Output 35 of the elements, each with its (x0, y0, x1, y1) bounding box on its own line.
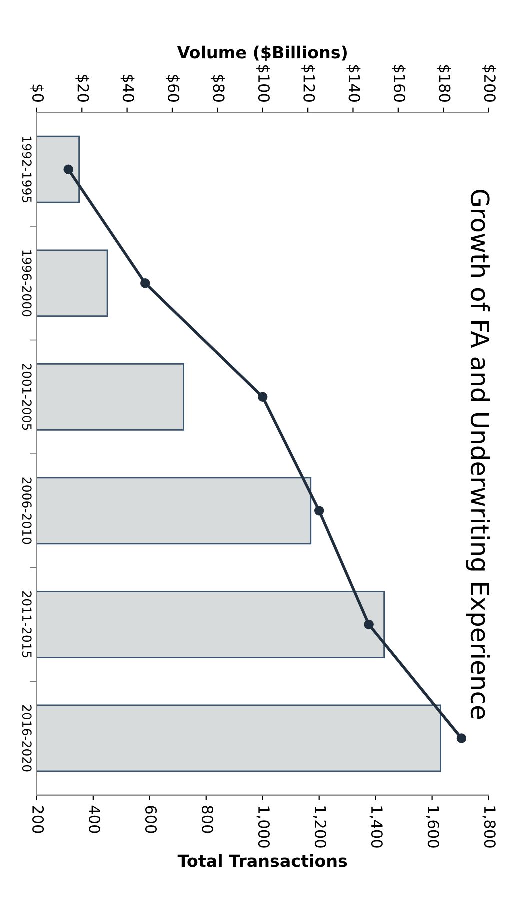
x2-tick-label: $80 (211, 75, 226, 102)
x-tick-label: 1,600 (426, 806, 440, 848)
x-tick-label: 400 (88, 806, 101, 834)
x2-tick-label: $200 (482, 65, 496, 102)
y-tick-label: 2011-2015 (22, 592, 32, 658)
x2-tick-label: $100 (256, 65, 270, 102)
x2-tick-label: $140 (346, 65, 361, 102)
point (64, 164, 74, 174)
y-tick-label: 1992-1995 (22, 136, 32, 203)
x-tick-label: 1,200 (313, 806, 326, 848)
x-tick-label: 800 (202, 806, 214, 834)
text: Growth of FA and Underwriting Experience (466, 190, 490, 720)
y-tick-label: 2006-2010 (22, 478, 32, 544)
x-tick-label: 200 (32, 806, 44, 834)
point (314, 506, 324, 516)
y-tick-label: 2001-2005 (22, 364, 32, 430)
x2-axis-title: Volume ($Billions) (177, 46, 347, 62)
y-tick-label: 2016-2020 (22, 705, 32, 772)
point (456, 734, 467, 744)
x-tick-label: 1,800 (482, 806, 496, 848)
x2-tick-label: $160 (392, 65, 406, 102)
x2-tick-label: $0 (30, 84, 44, 102)
x-tick-label: 1,400 (370, 806, 383, 848)
point (258, 392, 268, 402)
x2-tick-label: $40 (120, 75, 135, 102)
x2-tick-label: $20 (76, 75, 90, 102)
x2-tick-label: $120 (302, 65, 316, 102)
y-tick-label: 1996-2000 (22, 250, 32, 317)
x2-tick-label: $180 (437, 65, 452, 102)
x-axis-title: Total Transactions (178, 854, 348, 868)
x2-tick-label: $60 (166, 75, 180, 102)
x-tick-label: 600 (145, 806, 158, 834)
point (364, 620, 374, 630)
x-tick-label: 1,000 (256, 806, 270, 848)
point (140, 278, 150, 288)
